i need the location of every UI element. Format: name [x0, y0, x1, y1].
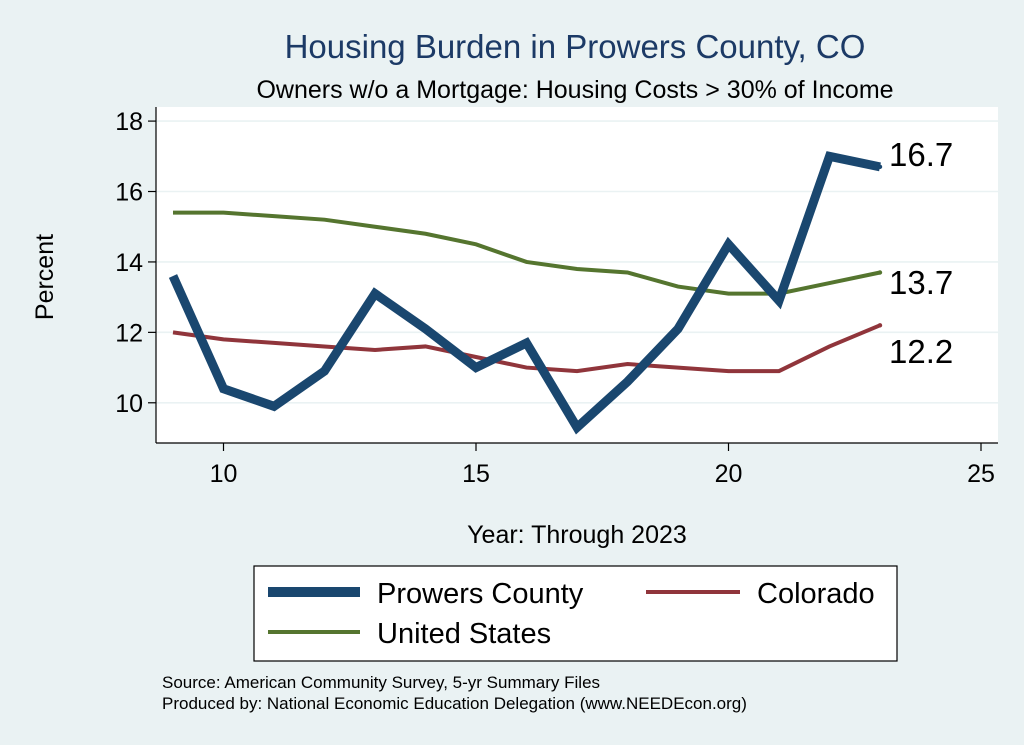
x-tick-label: 25 [967, 460, 995, 488]
x-axis-ticks: 10 15 20 25 [210, 443, 995, 488]
gridlines [156, 120, 998, 404]
end-labels: 16.7 12.2 13.7 [877, 136, 953, 370]
y-axis-ticks: 10 12 14 16 18 [115, 108, 156, 418]
legend-label-united-states: United States [377, 618, 551, 650]
producer-note: Produced by: National Economic Education… [162, 694, 747, 713]
end-marker-united-states [877, 270, 883, 275]
axes [155, 107, 998, 444]
x-tick-label: 20 [715, 460, 743, 488]
x-tick-label: 15 [462, 460, 490, 488]
legend-label-prowers-county: Prowers County [377, 578, 584, 610]
y-tick-label: 10 [115, 390, 143, 418]
x-axis-title: Year: Through 2023 [467, 521, 687, 549]
legend-box [253, 565, 898, 662]
y-tick-label: 14 [115, 249, 143, 277]
end-label-prowers-county: 16.7 [889, 136, 953, 173]
legend: Prowers County Colorado United States [253, 565, 898, 662]
end-label-united-states: 13.7 [889, 264, 953, 301]
end-marker-colorado [877, 323, 883, 328]
y-tick-label: 16 [115, 179, 143, 207]
end-label-colorado: 12.2 [889, 333, 953, 370]
x-tick-label: 10 [210, 460, 238, 488]
end-marker-prowers-county [877, 164, 883, 170]
source-note: Source: American Community Survey, 5-yr … [162, 673, 600, 692]
chart-title: Housing Burden in Prowers County, CO [285, 28, 866, 65]
series-lines [168, 151, 881, 435]
y-tick-label: 12 [115, 319, 143, 347]
chart-subtitle: Owners w/o a Mortgage: Housing Costs > 3… [256, 76, 893, 104]
legend-label-colorado: Colorado [757, 578, 875, 610]
y-axis-title: Percent [31, 234, 59, 320]
y-tick-label: 18 [115, 108, 143, 136]
